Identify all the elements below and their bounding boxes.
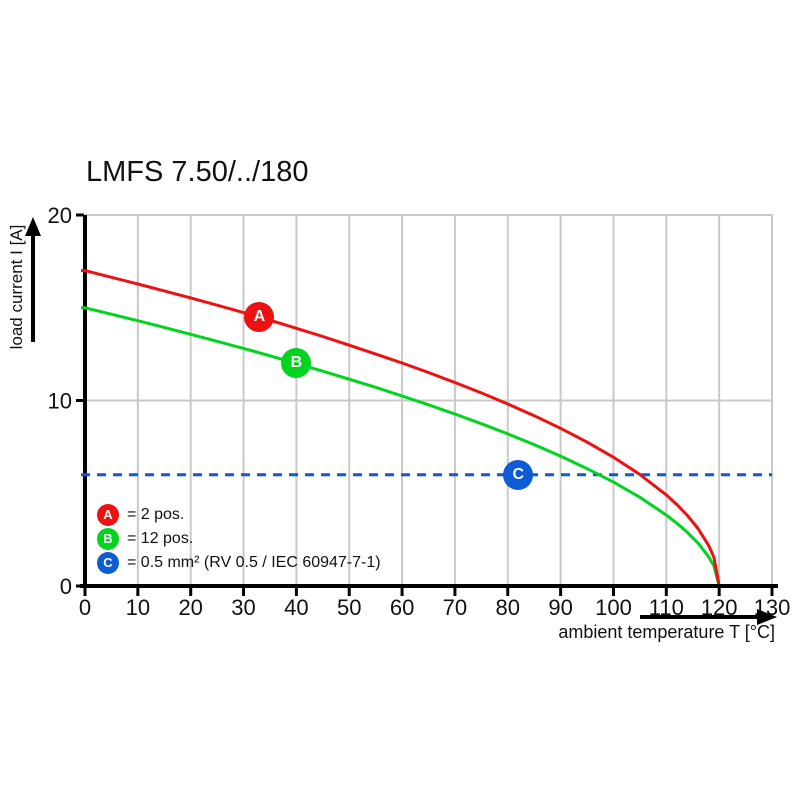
legend-row-c: C = 0.5 mm² (RV 0.5 / IEC 60947-7-1) [97, 551, 381, 574]
legend-label-c: = 0.5 mm² (RV 0.5 / IEC 60947-7-1) [127, 553, 381, 571]
x-tick-label: 60 [390, 595, 414, 620]
x-tick-label: 50 [337, 595, 361, 620]
y-tick-label: 0 [60, 574, 72, 599]
legend-marker-a-icon: A [97, 503, 119, 526]
x-tick-label: 90 [548, 595, 572, 620]
x-axis-title: ambient temperature T [°C] [558, 622, 775, 642]
y-tick-label: 10 [48, 389, 72, 414]
y-axis-title: load current I [A] [7, 224, 26, 350]
x-tick-label: 70 [443, 595, 467, 620]
curve-marker-a: A [244, 302, 275, 333]
x-tick-label: 20 [178, 595, 202, 620]
legend-label-a: = 2 pos. [127, 505, 185, 523]
legend-marker-c-icon: C [97, 551, 119, 574]
chart-title: LMFS 7.50/../180 [86, 156, 309, 188]
x-tick-label: 30 [231, 595, 255, 620]
x-tick-label: 10 [126, 595, 150, 620]
legend-marker-b-icon: B [97, 527, 119, 550]
chart-legend: A = 2 pos. B = 12 pos. C = 0.5 mm² (RV 0… [97, 503, 381, 576]
y-tick-label: 20 [48, 203, 72, 228]
curve-marker-c: C [503, 459, 534, 490]
legend-row-b: B = 12 pos. [97, 527, 381, 550]
y-axis-arrow-icon [25, 217, 41, 236]
x-tick-label: 100 [595, 595, 632, 620]
curve-b-12pos [81, 306, 721, 587]
curve-marker-b: B [281, 348, 312, 379]
x-axis-arrow-icon [757, 609, 777, 625]
curve-a-2pos [81, 269, 721, 587]
legend-label-b: = 12 pos. [127, 529, 194, 547]
legend-row-a: A = 2 pos. [97, 503, 381, 526]
x-tick-label: 0 [79, 595, 91, 620]
x-tick-label: 40 [284, 595, 308, 620]
x-tick-label: 80 [496, 595, 520, 620]
